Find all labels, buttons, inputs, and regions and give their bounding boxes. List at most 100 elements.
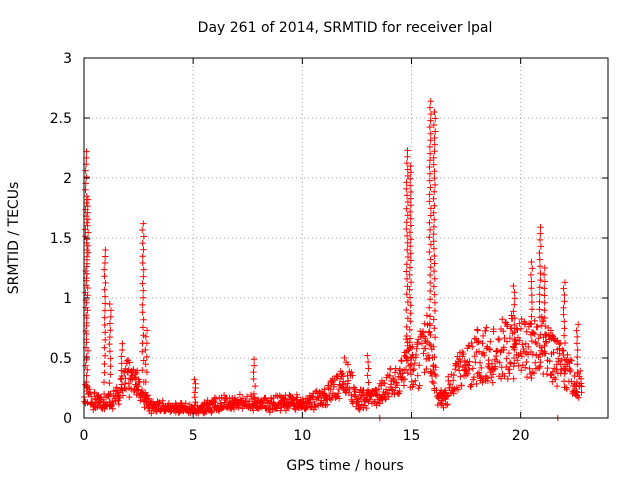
data-point <box>107 390 114 398</box>
data-point <box>431 168 438 175</box>
data-point <box>140 233 147 240</box>
data-point <box>107 363 114 370</box>
data-point <box>482 327 489 334</box>
data-point <box>465 362 472 369</box>
data-point <box>431 148 438 155</box>
data-point <box>427 342 434 349</box>
data-point <box>427 296 434 303</box>
data-point <box>465 366 473 373</box>
data-point <box>426 163 433 171</box>
data-point <box>100 390 108 398</box>
data-point <box>577 367 584 375</box>
data-point <box>432 115 439 122</box>
data-point <box>407 182 414 189</box>
data-point <box>426 328 433 335</box>
data-point <box>510 308 517 315</box>
data-point <box>426 271 434 279</box>
data-point <box>523 328 530 335</box>
data-point <box>541 307 548 314</box>
data-point <box>107 327 114 334</box>
data-point <box>414 341 421 348</box>
data-point <box>538 347 545 354</box>
data-point <box>426 157 434 164</box>
data-point <box>255 405 262 412</box>
data-point <box>541 264 548 272</box>
data-point <box>101 321 108 329</box>
data-point <box>106 300 113 308</box>
data-point <box>385 393 392 400</box>
data-point <box>364 372 371 379</box>
data-point <box>575 321 582 328</box>
data-point <box>430 195 437 202</box>
data-point <box>460 350 467 358</box>
data-point <box>485 356 492 364</box>
data-point <box>430 121 438 129</box>
data-point <box>407 208 414 216</box>
data-point <box>410 381 417 388</box>
data-point <box>431 291 438 298</box>
data-point <box>542 350 549 357</box>
data-point <box>426 104 434 111</box>
data-point <box>487 338 494 345</box>
data-point <box>139 239 146 247</box>
data-point <box>413 345 420 352</box>
data-point <box>500 328 507 335</box>
data-point <box>528 374 535 382</box>
data-point <box>119 340 126 347</box>
data-point <box>542 331 549 339</box>
data-point <box>277 407 284 414</box>
data-point <box>357 394 364 402</box>
data-point <box>404 298 412 306</box>
data-point <box>427 368 434 375</box>
data-point <box>116 394 123 401</box>
data-point <box>486 346 494 353</box>
data-point <box>494 347 501 354</box>
data-point <box>469 343 476 350</box>
data-point <box>134 367 141 374</box>
data-point <box>101 259 109 267</box>
data-point <box>83 263 90 270</box>
y-tick-label: 2 <box>63 171 72 187</box>
data-point <box>511 321 518 329</box>
data-point <box>528 291 535 299</box>
data-point <box>537 358 544 366</box>
x-tick-label: 0 <box>80 428 89 444</box>
data-point <box>331 377 338 384</box>
data-point <box>503 355 510 362</box>
data-point <box>82 226 89 233</box>
data-point <box>560 332 568 339</box>
data-point <box>294 394 301 401</box>
data-point <box>339 369 346 377</box>
data-point <box>560 304 567 312</box>
data-point <box>131 374 138 381</box>
data-point <box>573 340 581 347</box>
data-point <box>139 366 146 374</box>
data-point <box>517 350 524 357</box>
data-point <box>373 402 380 409</box>
data-point <box>107 313 114 321</box>
data-point <box>142 361 149 368</box>
data-point <box>541 299 548 306</box>
data-point <box>484 377 492 385</box>
data-point <box>495 336 503 344</box>
data-point <box>349 372 356 379</box>
data-point <box>536 284 543 291</box>
data-point <box>101 352 109 359</box>
data-point <box>466 358 473 365</box>
data-point <box>532 339 539 346</box>
data-point <box>458 382 465 389</box>
data-point <box>297 399 304 407</box>
data-point <box>456 367 463 374</box>
data-point <box>82 267 89 275</box>
data-point <box>324 401 331 408</box>
data-point <box>439 400 446 407</box>
data-point <box>528 329 536 336</box>
data-point <box>513 340 520 347</box>
data-point <box>426 198 433 205</box>
data-point <box>410 365 418 373</box>
data-point <box>349 400 357 407</box>
data-point <box>101 360 108 368</box>
data-point <box>431 181 439 189</box>
data-point <box>475 369 483 376</box>
data-point <box>430 316 437 323</box>
